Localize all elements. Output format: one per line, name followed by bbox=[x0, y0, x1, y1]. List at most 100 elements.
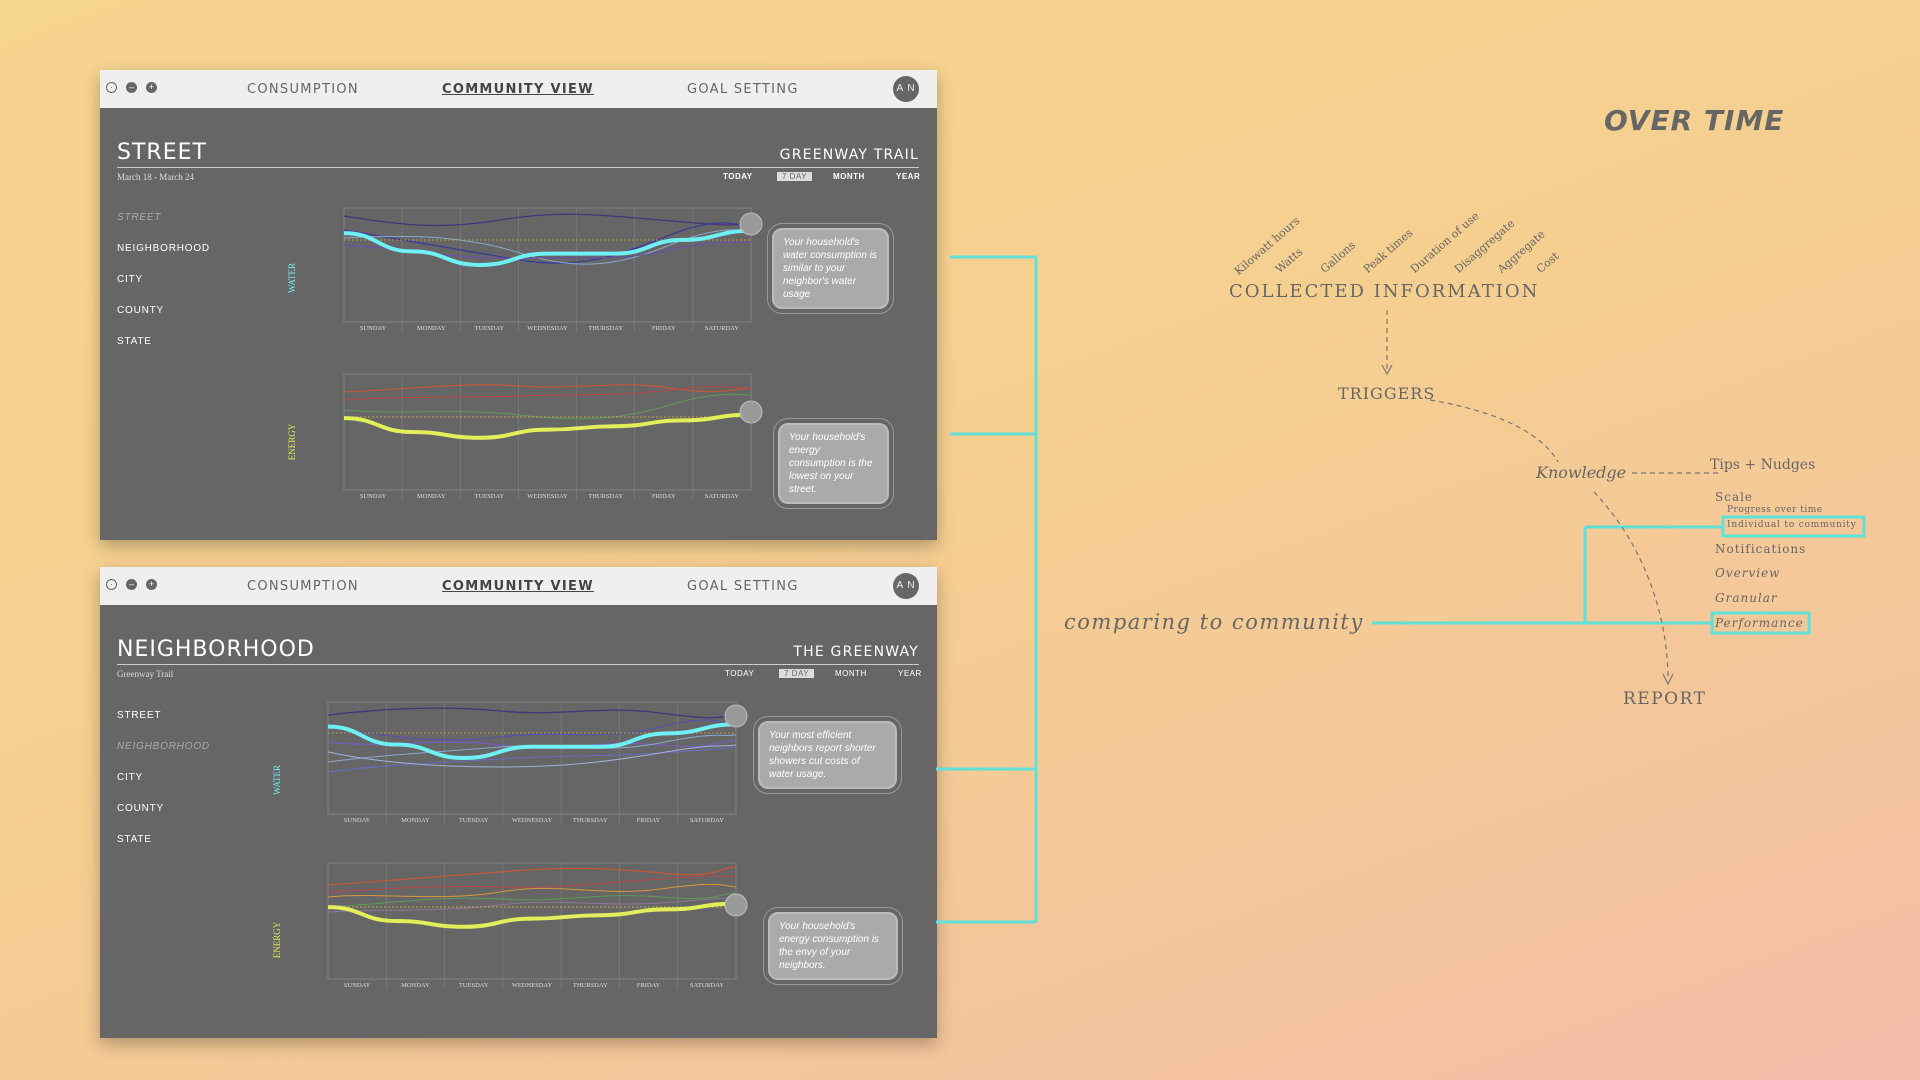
side-item-state[interactable]: STATE bbox=[117, 336, 152, 347]
energy-marker bbox=[724, 893, 748, 917]
location-title: GREENWAY TRAIL bbox=[779, 147, 919, 163]
avatar[interactable]: A N bbox=[893, 76, 919, 102]
day-tick-label: FRIDAY bbox=[652, 493, 676, 500]
day-tick-label: SUNDAY bbox=[360, 325, 387, 332]
range-7day[interactable]: 7 DAY bbox=[777, 172, 813, 181]
day-tick-label: TUESDAY bbox=[459, 982, 489, 989]
energy-household-line bbox=[343, 412, 752, 440]
side-item-street[interactable]: STREET bbox=[117, 710, 162, 721]
location-title: THE GREENWAY bbox=[793, 644, 919, 660]
day-tick-label: MONDAY bbox=[417, 493, 446, 500]
day-tick-label: TUESDAY bbox=[474, 325, 504, 332]
energy-neighbor-line bbox=[343, 386, 752, 401]
overview-item: Overview bbox=[1715, 566, 1781, 580]
tab-consumption[interactable]: CONSUMPTION bbox=[247, 82, 359, 97]
side-item-street[interactable]: STREET bbox=[117, 212, 162, 223]
day-tick-label: THURSDAY bbox=[588, 493, 623, 500]
street-window: · – + CONSUMPTION COMMUNITY VIEW GOAL SE… bbox=[100, 70, 937, 540]
tab-community-view[interactable]: COMMUNITY VIEW bbox=[442, 82, 594, 97]
side-item-neighborhood[interactable]: NEIGHBORHOOD bbox=[117, 243, 210, 254]
day-tick-label: TUESDAY bbox=[474, 493, 504, 500]
water-neighbor-line bbox=[327, 746, 737, 773]
day-tick-label: MONDAY bbox=[417, 325, 446, 332]
tab-community-view[interactable]: COMMUNITY VIEW bbox=[442, 579, 594, 594]
window-maximize-icon[interactable]: + bbox=[146, 82, 157, 93]
window-maximize-icon[interactable]: + bbox=[146, 579, 157, 590]
water-axis-label: WATER bbox=[287, 263, 297, 293]
water-marker bbox=[739, 212, 763, 236]
performance-item: Performance bbox=[1715, 616, 1804, 630]
day-tick-label: FRIDAY bbox=[637, 982, 661, 989]
bracket-connectors bbox=[936, 255, 1866, 924]
day-tick-label: SATURDAY bbox=[690, 982, 724, 989]
range-year[interactable]: YEAR bbox=[896, 172, 921, 181]
tab-goal-setting[interactable]: GOAL SETTING bbox=[687, 82, 799, 97]
water-chart-grid: SUNDAY MONDAY TUESDAY WEDNESDAY THURSDAY FRID… bbox=[343, 207, 752, 332]
water-neighbor-line bbox=[343, 213, 752, 227]
side-item-neighborhood[interactable]: NEIGHBORHOOD bbox=[117, 741, 210, 752]
location-subtitle: Greenway Trail bbox=[117, 669, 174, 679]
scale-item: Scale bbox=[1715, 490, 1754, 504]
granular-item: Granular bbox=[1715, 591, 1778, 605]
day-tick-label: MONDAY bbox=[401, 817, 430, 824]
title-divider bbox=[117, 167, 919, 168]
day-tick-label: SATURDAY bbox=[705, 325, 739, 332]
charts-svg: SUNDAY MONDAY TUESDAY WEDNESDAY THURSDAY FRID… bbox=[287, 207, 763, 500]
window-close-icon[interactable]: · bbox=[106, 82, 117, 93]
day-tick-label: TUESDAY bbox=[459, 817, 489, 824]
water-neighbor-line bbox=[327, 719, 737, 741]
side-item-state[interactable]: STATE bbox=[117, 834, 152, 845]
energy-chart-grid: SUNDAY MONDAY TUESDAY WEDNESDAY THURSDAY FRID… bbox=[343, 373, 752, 500]
range-month[interactable]: MONTH bbox=[835, 669, 867, 678]
water-household-line bbox=[327, 722, 737, 761]
energy-neighbor-line bbox=[327, 892, 737, 908]
day-tick-label: SUNDAY bbox=[344, 982, 371, 989]
side-item-city[interactable]: CITY bbox=[117, 274, 143, 285]
energy-insight-bubble: Your household's energy consumption is t… bbox=[768, 912, 898, 980]
window-minimize-icon[interactable]: – bbox=[126, 82, 137, 93]
range-year[interactable]: YEAR bbox=[898, 669, 922, 678]
energy-neighbor-line bbox=[343, 393, 752, 420]
tab-consumption[interactable]: CONSUMPTION bbox=[247, 579, 359, 594]
water-neighbor-line bbox=[343, 222, 752, 264]
range-7day[interactable]: 7 DAY bbox=[779, 669, 815, 678]
avatar[interactable]: A N bbox=[893, 573, 919, 599]
range-month[interactable]: MONTH bbox=[833, 172, 865, 181]
individual-to-community-item: Individual to community bbox=[1727, 520, 1857, 530]
energy-axis-label: ENERGY bbox=[287, 423, 297, 460]
water-neighbor-line bbox=[343, 229, 752, 265]
collected-information: COLLECTED INFORMATION bbox=[1229, 281, 1540, 302]
date-range: March 18 - March 24 bbox=[117, 172, 194, 182]
range-today[interactable]: TODAY bbox=[725, 669, 755, 678]
charts-svg: SUNDAY MONDAY TUESDAY WEDNESDAY THURSDAY FRID… bbox=[272, 701, 748, 989]
energy-neighbor-line bbox=[327, 875, 737, 893]
day-tick-label: THURSDAY bbox=[573, 982, 608, 989]
energy-neighbor-line bbox=[327, 897, 737, 913]
flow-arrows bbox=[1381, 310, 1718, 686]
water-chart-grid: SUNDAY MONDAY TUESDAY WEDNESDAY THURSDAY FRID… bbox=[327, 701, 737, 824]
day-tick-label: FRIDAY bbox=[652, 325, 676, 332]
day-tick-label: WEDNESDAY bbox=[527, 325, 568, 332]
range-today[interactable]: TODAY bbox=[723, 172, 753, 181]
energy-neighbor-line bbox=[343, 384, 752, 393]
energy-household-line bbox=[327, 901, 737, 929]
side-item-city[interactable]: CITY bbox=[117, 772, 143, 783]
water-neighbor-line bbox=[327, 707, 737, 719]
energy-neighbor-line bbox=[327, 883, 737, 898]
diagram-title: OVER TIME bbox=[1604, 104, 1785, 137]
energy-neighbor-line bbox=[327, 866, 737, 886]
titlebar: · – + CONSUMPTION COMMUNITY VIEW GOAL SE… bbox=[100, 567, 937, 605]
tab-goal-setting[interactable]: GOAL SETTING bbox=[687, 579, 799, 594]
window-minimize-icon[interactable]: – bbox=[126, 579, 137, 590]
day-tick-label: MONDAY bbox=[401, 982, 430, 989]
triggers-node: TRIGGERS bbox=[1338, 384, 1436, 403]
day-tick-label: SATURDAY bbox=[705, 493, 739, 500]
water-neighbor-line bbox=[327, 744, 737, 768]
window-close-icon[interactable]: · bbox=[106, 579, 117, 590]
comparing-to-community-label: comparing to community bbox=[1064, 610, 1364, 634]
side-item-county[interactable]: COUNTY bbox=[117, 803, 165, 814]
titlebar: · – + CONSUMPTION COMMUNITY VIEW GOAL SE… bbox=[100, 70, 937, 108]
side-item-county[interactable]: COUNTY bbox=[117, 305, 165, 316]
day-tick-label: SATURDAY bbox=[690, 817, 724, 824]
notifications-item: Notifications bbox=[1715, 542, 1807, 556]
